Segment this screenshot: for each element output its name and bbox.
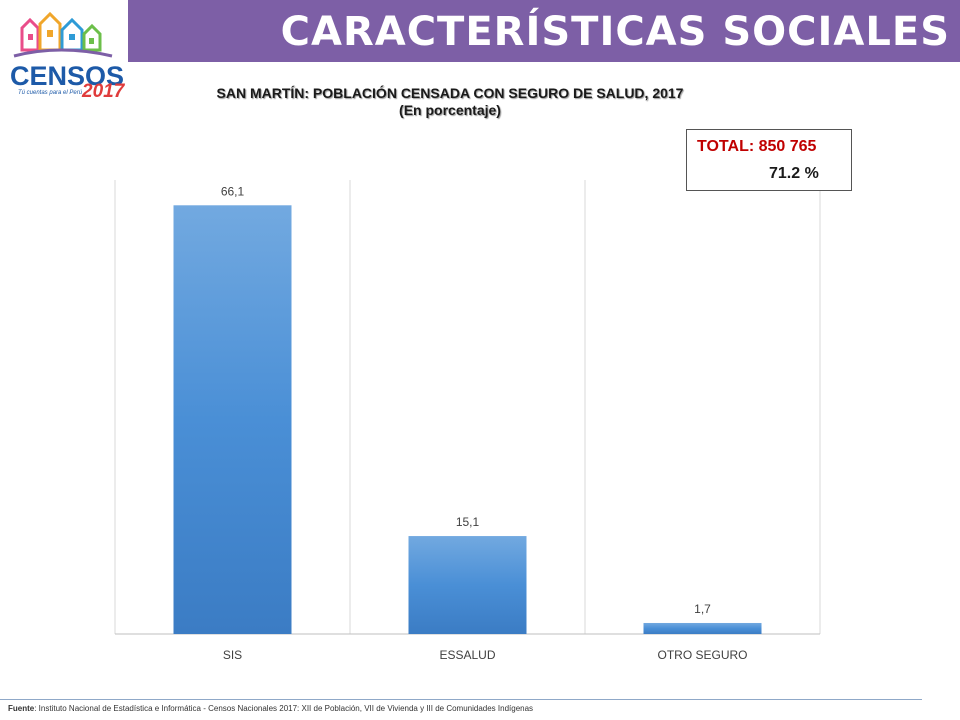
total-label: TOTAL: 850 765 bbox=[697, 138, 817, 155]
footer-divider bbox=[0, 699, 922, 700]
total-percentage: 71.2 % bbox=[769, 165, 819, 182]
x-tick-label: OTRO SEGURO bbox=[657, 648, 747, 662]
x-tick-label: ESSALUD bbox=[439, 648, 495, 662]
header-band bbox=[0, 0, 960, 62]
source-note: Fuente: Instituto Nacional de Estadístic… bbox=[8, 704, 533, 713]
x-tick-label: SIS bbox=[223, 648, 242, 662]
bar-2 bbox=[643, 622, 762, 634]
source-text: : Instituto Nacional de Estadística e In… bbox=[34, 704, 534, 713]
bar-0 bbox=[173, 205, 292, 634]
data-label: 1,7 bbox=[694, 602, 711, 616]
source-label: Fuente bbox=[8, 704, 35, 713]
chart-subtitle: (En porcentaje) bbox=[399, 102, 501, 118]
data-label: 66,1 bbox=[221, 184, 245, 198]
logo-text: CENSOS bbox=[10, 61, 124, 91]
data-label: 15,1 bbox=[456, 515, 480, 529]
page-title: CARACTERÍSTICAS SOCIALES bbox=[280, 9, 950, 55]
total-box: TOTAL: 850 765 71.2 % bbox=[686, 129, 852, 191]
logo-tagline: Tú cuentas para el Perú bbox=[18, 90, 83, 96]
chart-title: SAN MARTÍN: POBLACIÓN CENSADA CON SEGURO… bbox=[216, 85, 684, 101]
logo-year: 2017 bbox=[81, 81, 126, 102]
censos-logo: CENSOS 2017 Tú cuentas para el Perú bbox=[0, 0, 128, 108]
logo-houses-icon bbox=[13, 11, 113, 58]
bar-1 bbox=[408, 536, 527, 634]
